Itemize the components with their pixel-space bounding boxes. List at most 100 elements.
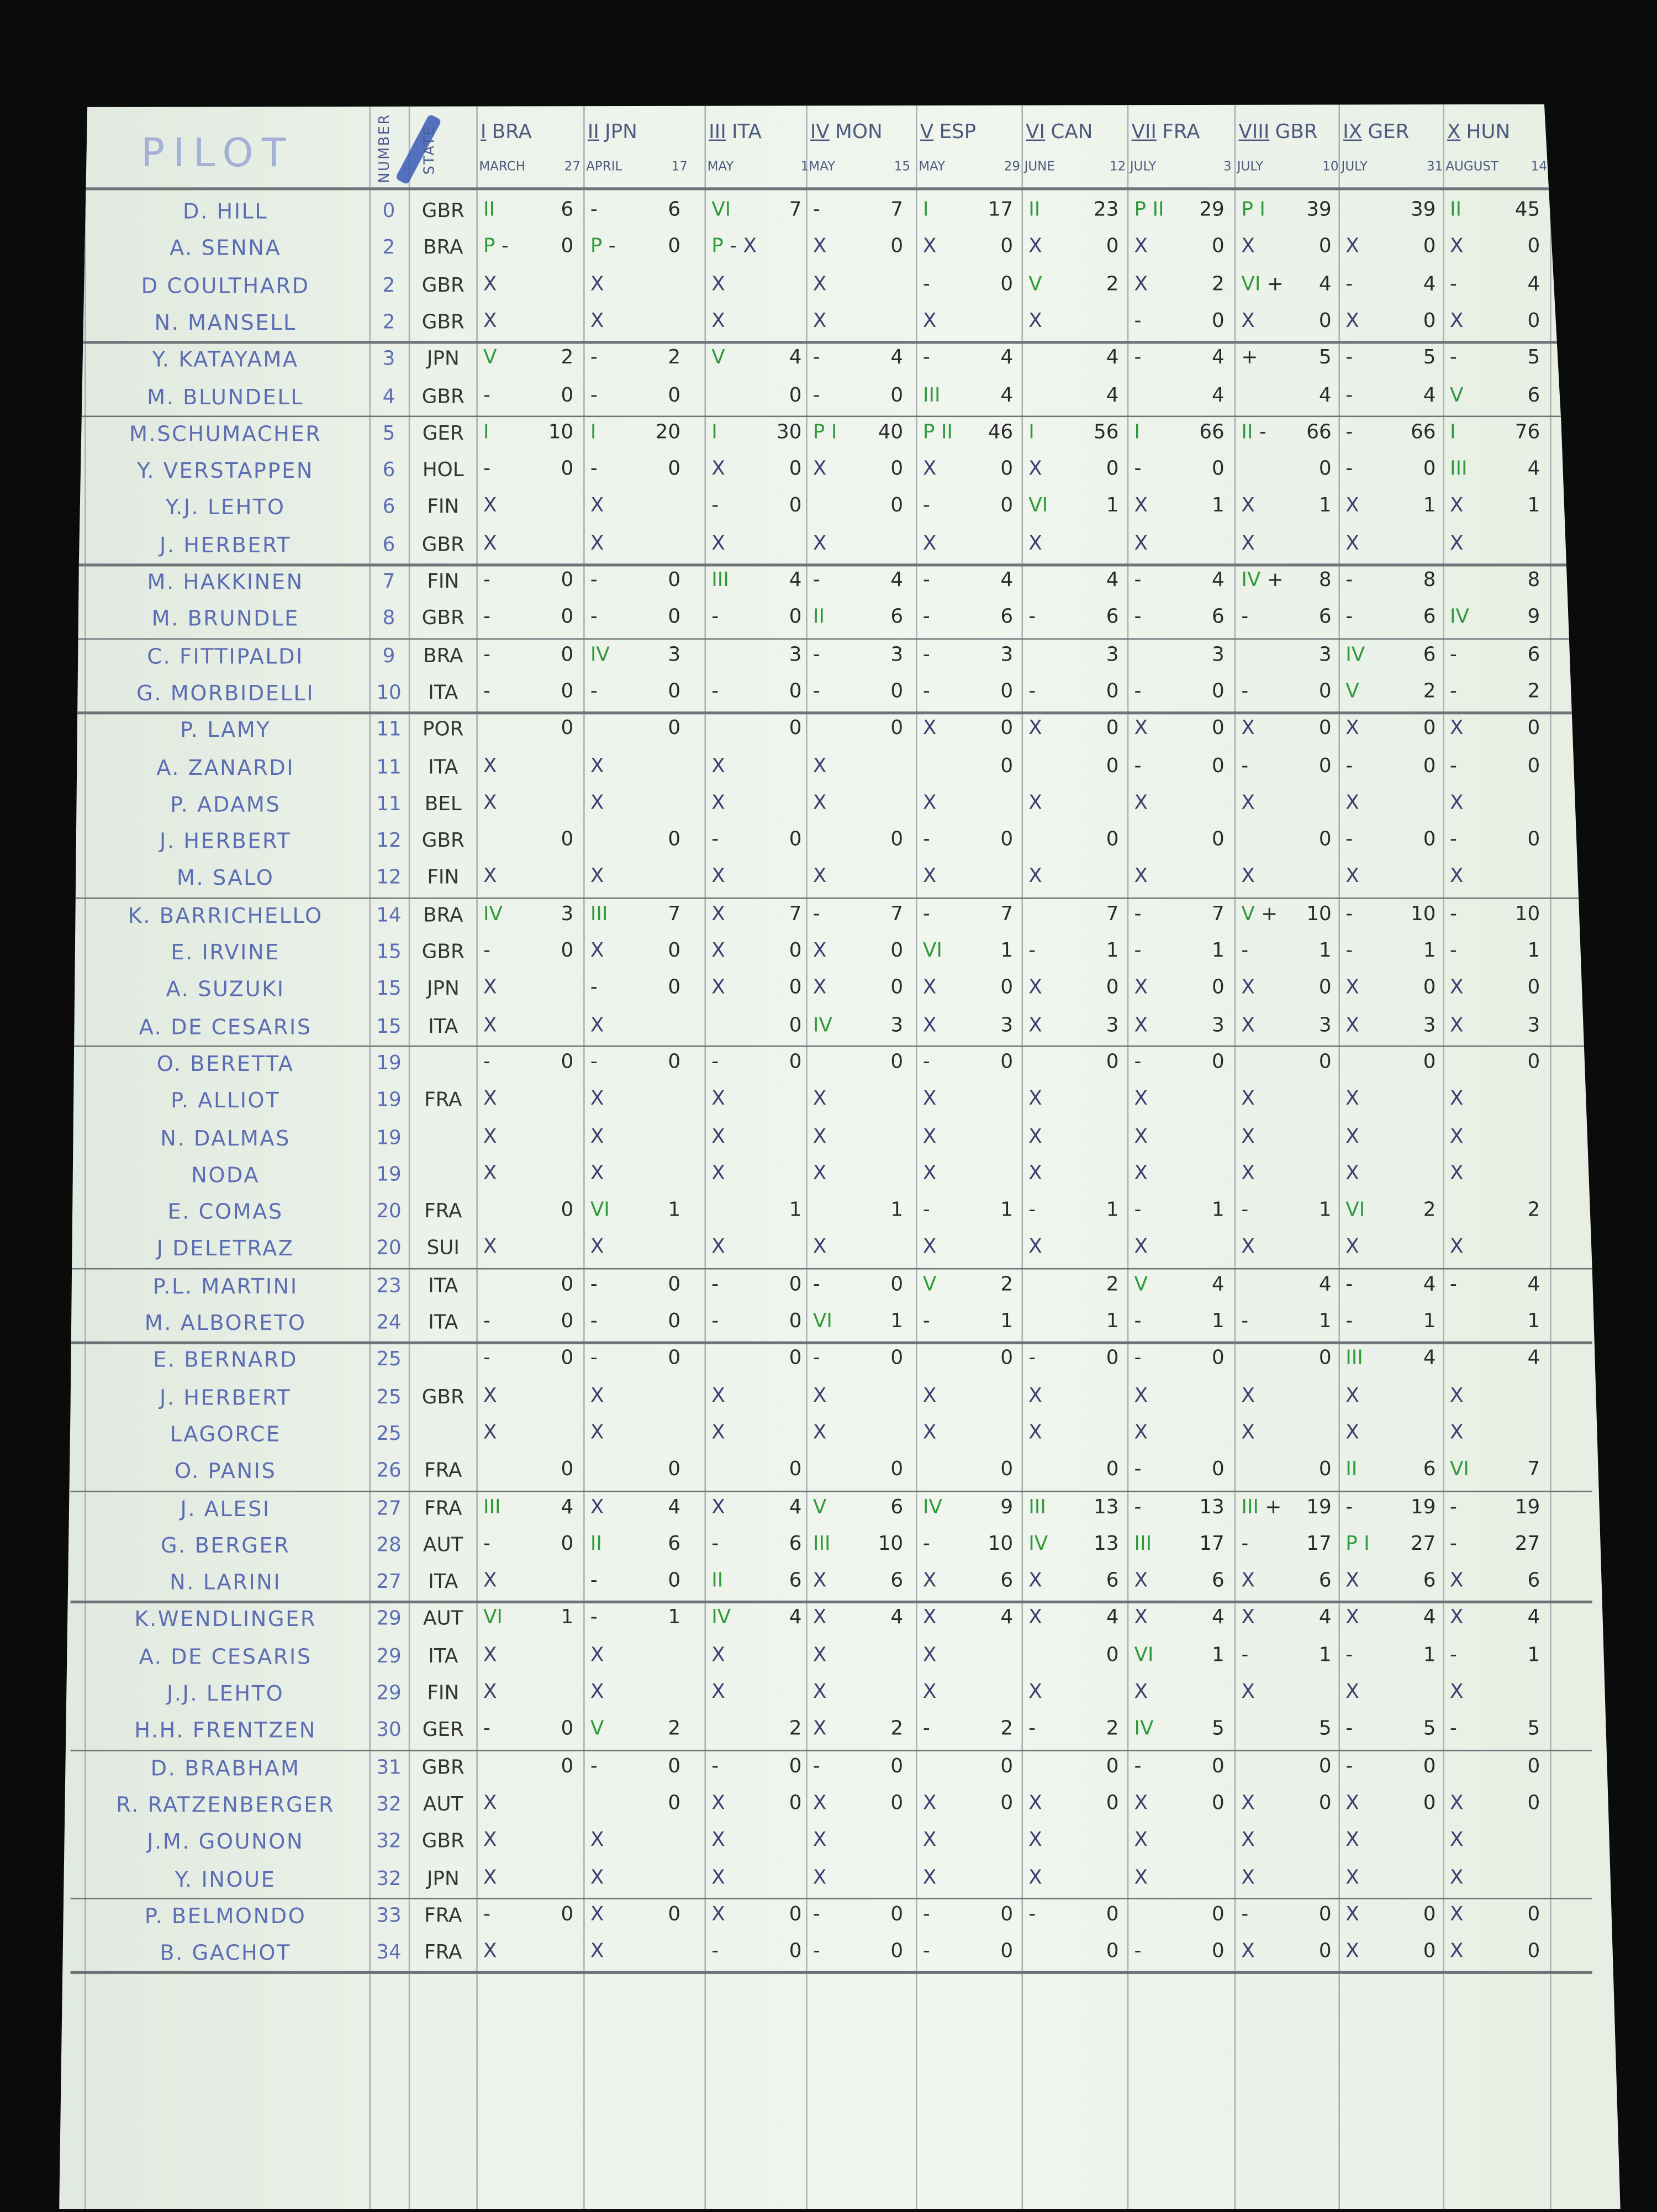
race-result-cell: X — [706, 790, 810, 821]
race-result-cell: I 76 — [1444, 420, 1549, 451]
did-not-start-mark: X — [812, 865, 827, 889]
points-total: 6 — [1423, 1570, 1436, 1592]
pilot-name: P. ADAMS — [170, 791, 281, 817]
race-result-cell: 0 — [917, 753, 1022, 784]
result-marks: - — [923, 643, 930, 666]
did-not-start-mark: X — [1241, 1681, 1255, 1704]
result-sign: - — [1134, 569, 1142, 592]
result-marks: X — [1345, 236, 1359, 258]
finish-position: V — [812, 1495, 827, 1518]
result-marks: - — [590, 606, 598, 629]
points-total: 4 — [561, 1495, 574, 1518]
result-sign: - — [1134, 1050, 1142, 1074]
column-rule — [85, 104, 86, 2209]
race-month: JULY — [1237, 160, 1264, 175]
points-total: 0 — [890, 1755, 904, 1778]
race-result-cell: 0 — [1444, 1754, 1549, 1785]
result-sign: - — [1134, 1755, 1142, 1778]
race-result-cell: 0 — [1023, 1754, 1127, 1785]
result-marks: X — [813, 940, 826, 963]
race-result-cell: X — [585, 494, 689, 525]
points-total: 0 — [561, 643, 574, 666]
did-not-start-mark: X — [812, 532, 827, 555]
group-divider — [70, 1045, 1592, 1048]
race-result-cell: 0 — [585, 716, 689, 747]
result-sign: - — [812, 1903, 820, 1926]
race-result-cell: P I 39 — [1236, 197, 1340, 228]
result-marks: X — [1345, 1607, 1359, 1629]
points-total: 1 — [561, 1607, 574, 1629]
race-month: APRIL — [586, 160, 622, 175]
did-not-start-mark: X — [1345, 1013, 1359, 1037]
driver-row: N. LARINI 27 ITA X -0 II 6 X 6 X 6 X 6 X 6 X 6 X 6 X 6 — [59, 1564, 1621, 1602]
result-marks: X — [1028, 1162, 1042, 1185]
points-total: 3 — [668, 643, 681, 666]
result-marks: X — [1345, 1866, 1359, 1889]
race-month: AUGUST — [1445, 160, 1499, 175]
did-not-start-mark: X — [1028, 235, 1042, 258]
race-result-cell: IV +8 — [1236, 568, 1340, 599]
race-date: JULY 31 — [1342, 161, 1443, 175]
race-result-cell: X — [917, 308, 1022, 339]
result-marks: X — [923, 1162, 936, 1185]
race-result-cell: 0 — [917, 1457, 1022, 1488]
race-result-cell: X — [1340, 1383, 1444, 1414]
result-sign: - — [1134, 680, 1142, 703]
did-not-start-mark: X — [812, 272, 827, 295]
result-marks: - — [711, 1940, 719, 1963]
result-marks: X — [1134, 1236, 1148, 1259]
race-result-cell: III 4 — [706, 568, 810, 599]
result-sign: - — [1449, 347, 1457, 369]
points-total: 0 — [1212, 1755, 1225, 1778]
result-marks: - — [1345, 347, 1353, 369]
race-result-cell: -19 — [1444, 1494, 1549, 1525]
race-result-cell: -5 — [1340, 345, 1444, 376]
race-round-numeral: IX — [1343, 121, 1363, 144]
result-sign: - — [1134, 347, 1142, 369]
race-result-cell: X — [706, 1420, 810, 1451]
result-sign: - — [1259, 421, 1267, 444]
pilot-name: Y. INOUE — [175, 1866, 276, 1892]
driver-row: Y.J. LEHTO 6 FIN X X -0 0-0 VI 1 X 1 X 1 X 1 X 1 — [59, 489, 1621, 527]
result-marks: - — [1450, 643, 1457, 666]
points-total: 0 — [1527, 235, 1540, 258]
result-marks: X — [1345, 1422, 1359, 1444]
points-total: 0 — [561, 680, 574, 703]
points-total: 46 — [988, 421, 1014, 444]
result-marks: - — [590, 199, 598, 221]
points-total: 0 — [890, 1792, 904, 1815]
result-marks: X — [1028, 1125, 1042, 1148]
pole-mark: P — [922, 421, 941, 444]
result-marks: X — [590, 1125, 604, 1148]
points-total: 0 — [668, 384, 681, 406]
points-total: 0 — [1106, 1755, 1119, 1778]
did-not-start-mark: X — [711, 1125, 725, 1148]
pilot-name: D. HILL — [182, 198, 268, 224]
race-result-cell: -0 — [585, 1569, 689, 1599]
result-marks: X — [590, 273, 604, 295]
finish-position: V — [1134, 1273, 1148, 1296]
did-not-start-mark: X — [590, 272, 604, 295]
did-not-start-mark: X — [1345, 1866, 1359, 1889]
did-not-start-mark: X — [1345, 1236, 1359, 1259]
result-marks: - — [711, 1755, 719, 1778]
result-marks: - — [813, 1273, 820, 1296]
finish-position: V — [922, 1273, 937, 1296]
result-sign: - — [590, 347, 598, 369]
result-marks: - — [1134, 1310, 1142, 1333]
points-total: 6 — [1106, 1570, 1119, 1592]
did-not-start-mark: X — [812, 1384, 827, 1407]
finish-position: III — [590, 902, 608, 926]
result-marks: - — [1134, 1940, 1142, 1963]
points-total: 0 — [1212, 828, 1225, 852]
race-result-cell: X — [1023, 1161, 1127, 1192]
points-total: 1 — [1527, 939, 1540, 963]
result-marks: - — [1028, 606, 1036, 629]
result-marks: X — [1241, 310, 1254, 332]
